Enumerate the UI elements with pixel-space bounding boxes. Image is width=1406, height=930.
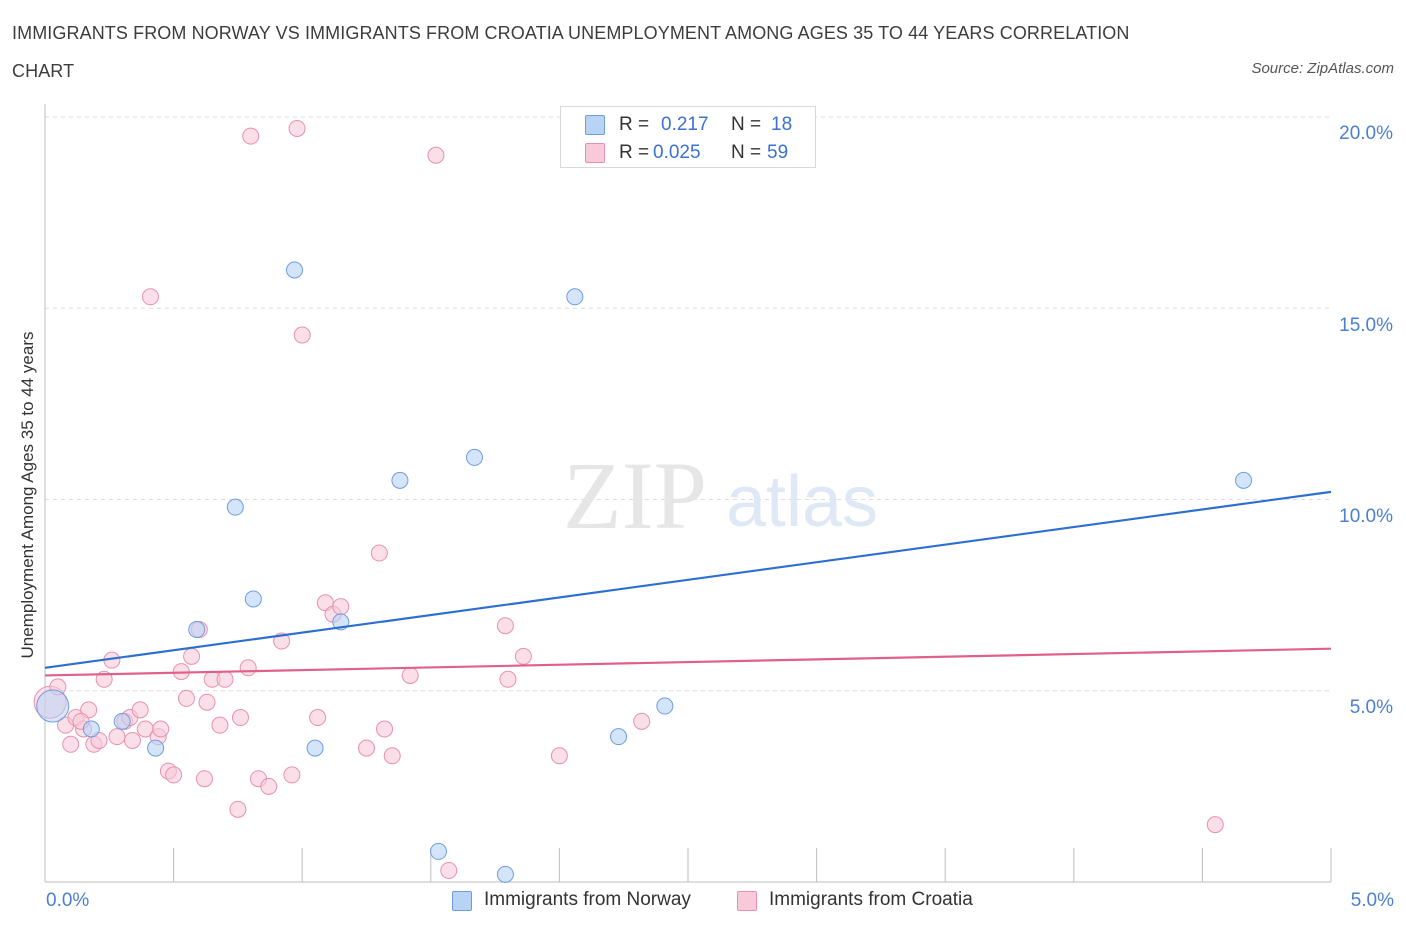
croatia-point[interactable] (211, 716, 229, 734)
croatia-swatch (585, 143, 605, 163)
y-axis-label: Unemployment Among Ages 35 to 44 years (18, 331, 37, 659)
croatia-point[interactable] (309, 709, 327, 727)
grid-lines (45, 116, 1331, 692)
croatia-point[interactable] (152, 720, 170, 738)
x-tick-left: 0.0% (46, 890, 90, 911)
croatia-point[interactable] (1206, 816, 1224, 834)
norway-point[interactable] (1235, 471, 1253, 489)
croatia-n-label: N = (731, 142, 762, 163)
croatia-n-value: 59 (767, 142, 789, 163)
y-tick-20: 20.0% (1339, 123, 1393, 144)
croatia-point[interactable] (131, 701, 149, 719)
croatia-point[interactable] (283, 766, 301, 784)
croatia-point[interactable] (108, 728, 126, 746)
croatia-point[interactable] (288, 119, 306, 137)
data-points (33, 119, 1253, 883)
watermark-atlas: atlas (726, 462, 878, 542)
croatia-point[interactable] (229, 800, 247, 818)
croatia-point[interactable] (62, 735, 80, 753)
croatia-point[interactable] (183, 647, 201, 665)
norway-point[interactable] (656, 697, 674, 715)
norway-r-value: 0.217 (661, 114, 709, 135)
croatia-point[interactable] (293, 326, 311, 344)
croatia-r-value: 0.025 (653, 142, 701, 163)
norway-point[interactable] (113, 712, 131, 730)
croatia-point[interactable] (177, 689, 195, 707)
croatia-point[interactable] (401, 666, 419, 684)
x-tick-right: 5.0% (1350, 890, 1394, 911)
norway-point[interactable] (496, 865, 514, 883)
croatia-point[interactable] (141, 288, 159, 306)
croatia-point[interactable] (514, 647, 532, 665)
croatia-point[interactable] (239, 659, 257, 677)
norway-point[interactable] (188, 621, 206, 639)
norway-point[interactable] (36, 689, 70, 723)
norway-point[interactable] (82, 720, 100, 738)
croatia-point[interactable] (195, 770, 213, 788)
norway-point[interactable] (285, 261, 303, 279)
croatia-point[interactable] (440, 862, 458, 880)
norway-point[interactable] (306, 739, 324, 757)
norway-r-label: R = (619, 114, 650, 135)
norway-n-label: N = (731, 114, 762, 135)
norway-point[interactable] (466, 448, 484, 466)
legend-croatia-swatch (737, 891, 757, 911)
watermark-zip: ZIP (563, 442, 707, 549)
norway-point[interactable] (430, 842, 448, 860)
croatia-point[interactable] (260, 777, 278, 795)
trend-lines (44, 490, 1332, 677)
norway-point[interactable] (244, 590, 262, 608)
croatia-point[interactable] (242, 127, 260, 145)
norway-n-value: 18 (771, 114, 793, 135)
norway-point[interactable] (610, 728, 628, 746)
norway-point[interactable] (391, 471, 409, 489)
croatia-point[interactable] (383, 747, 401, 765)
croatia-point[interactable] (165, 766, 183, 784)
croatia-point[interactable] (216, 670, 234, 688)
norway-point[interactable] (226, 498, 244, 516)
croatia-point[interactable] (376, 720, 394, 738)
y-tick-5: 5.0% (1349, 697, 1393, 718)
croatia-point[interactable] (332, 598, 350, 616)
croatia-point[interactable] (198, 693, 216, 711)
croatia-point[interactable] (550, 747, 568, 765)
legend-norway-label: Immigrants from Norway (484, 889, 691, 910)
croatia-point[interactable] (231, 709, 249, 727)
y-tick-10: 10.0% (1339, 506, 1393, 527)
source-label: Source: ZipAtlas.com (1251, 60, 1394, 77)
stats-box: R = 0.217 N = 18 R = 0.025 N = 59 (560, 106, 816, 168)
y-tick-15: 15.0% (1339, 315, 1393, 336)
legend-norway-swatch (452, 891, 472, 911)
chart-title: IMMIGRANTS FROM NORWAY VS IMMIGRANTS FRO… (12, 23, 1130, 81)
norway-point[interactable] (147, 739, 165, 757)
croatia-point[interactable] (370, 544, 388, 562)
croatia-point[interactable] (496, 617, 514, 635)
croatia-r-label: R = (619, 142, 650, 163)
norway-trend-line (44, 490, 1332, 669)
croatia-point[interactable] (123, 731, 141, 749)
norway-swatch (585, 115, 605, 135)
legend-croatia-label: Immigrants from Croatia (769, 889, 973, 910)
croatia-point[interactable] (358, 739, 375, 757)
croatia-point[interactable] (633, 712, 651, 730)
croatia-point[interactable] (499, 670, 517, 688)
croatia-trend-line (44, 647, 1332, 677)
croatia-point[interactable] (427, 146, 445, 164)
norway-point[interactable] (566, 288, 584, 306)
